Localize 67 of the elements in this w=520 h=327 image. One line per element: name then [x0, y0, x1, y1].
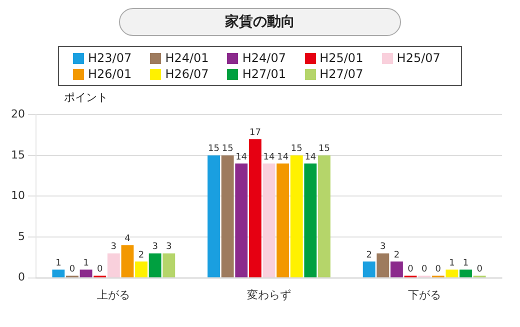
y-tick-label: 20 [10, 107, 25, 120]
bar [446, 270, 458, 278]
data-label: 15 [208, 144, 220, 154]
data-label: 3 [152, 242, 158, 252]
data-label: 17 [249, 128, 261, 138]
data-label: 0 [421, 264, 428, 275]
data-label: 14 [277, 152, 289, 162]
bar [390, 261, 403, 278]
bar [221, 155, 234, 278]
data-label: 2 [138, 250, 144, 260]
legend-label: H23/07 [88, 51, 132, 65]
y-tick-label: 0 [18, 270, 25, 284]
bar [135, 261, 148, 278]
bar [262, 164, 276, 278]
data-label: 0 [96, 264, 103, 275]
bar [460, 270, 472, 278]
bar [362, 261, 376, 278]
bar [121, 245, 134, 278]
data-label: 0 [408, 264, 414, 275]
bar [290, 155, 303, 278]
bar [162, 253, 176, 278]
legend-label: H24/01 [165, 51, 209, 65]
data-label: 4 [124, 234, 131, 244]
x-tick-label: 下がる [408, 288, 441, 302]
legend-label: H26/07 [165, 67, 209, 81]
legend-label: H25/07 [396, 51, 440, 65]
data-label: 14 [236, 152, 248, 162]
data-label: 1 [462, 258, 469, 268]
data-label: 3 [166, 242, 172, 252]
data-label: 1 [56, 258, 62, 268]
bar [80, 270, 92, 278]
data-label: 15 [222, 144, 234, 154]
data-label: 15 [290, 144, 302, 154]
bar [276, 164, 290, 278]
legend-label: H26/01 [88, 67, 132, 81]
data-label: 1 [449, 258, 455, 268]
x-tick-label: 変わらず [247, 288, 291, 302]
bar [107, 253, 120, 278]
bar [318, 155, 330, 278]
bar [248, 139, 262, 278]
bar [235, 164, 248, 278]
y-tick-label: 5 [18, 230, 25, 243]
chart-title: 家賃の動向 [119, 8, 401, 36]
legend-label: H24/07 [242, 51, 286, 65]
data-label: 14 [263, 152, 275, 162]
data-label: 0 [435, 264, 442, 275]
legend-label: H27/07 [320, 67, 364, 81]
bar [52, 270, 65, 278]
data-label: 0 [69, 264, 76, 275]
bar [208, 155, 220, 278]
data-label: 3 [380, 242, 386, 252]
data-label: 2 [394, 250, 400, 260]
data-label: 3 [110, 242, 117, 252]
legend-label: H25/01 [320, 51, 364, 65]
legend-label: H27/01 [242, 67, 286, 81]
bar [304, 164, 317, 278]
data-label: 15 [318, 144, 330, 154]
data-label: 0 [476, 264, 483, 275]
bar [148, 253, 162, 278]
y-tick-label: 15 [10, 148, 25, 162]
y-tick-label: 10 [10, 189, 25, 202]
data-label: 14 [304, 152, 316, 162]
x-tick-label: 上がる [97, 288, 130, 302]
data-label: 1 [83, 258, 89, 268]
y-axis-title: ポイント [64, 90, 109, 105]
data-label: 2 [366, 250, 372, 260]
bar [376, 253, 390, 278]
